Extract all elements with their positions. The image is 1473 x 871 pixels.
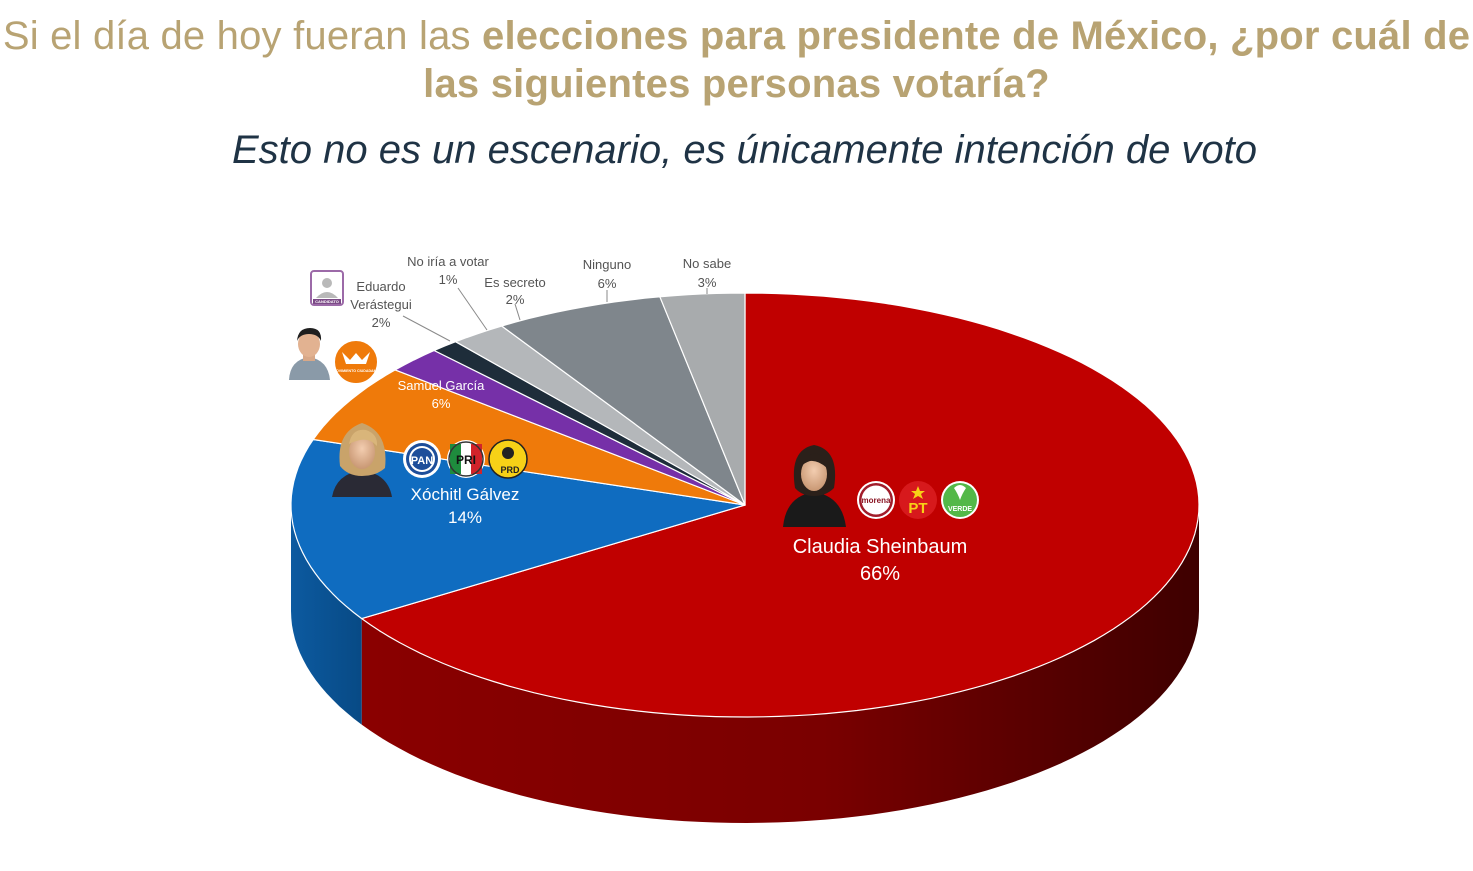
label-sheinbaum: Claudia Sheinbaum: [793, 536, 968, 558]
leader-no-votaria: [457, 287, 488, 331]
value-galvez: 14%: [448, 508, 482, 527]
pan-logo: PAN: [403, 440, 441, 478]
title-part2: elecciones para presidente de México, ¿p…: [482, 14, 1471, 58]
slice-galvez: [290, 438, 746, 620]
chart-subtitle: Esto no es un escenario, es únicamente i…: [231, 128, 1258, 172]
label-ninguno: Ninguno: [583, 257, 631, 272]
candidate-placeholder-icon: CANDIDATO: [310, 270, 344, 306]
verde-logo-text: VERDE: [948, 506, 972, 513]
value-garcia: 6%: [432, 396, 451, 411]
claudia-sheinbaum-photo: [783, 445, 846, 527]
mc-logo-text: MOVIMIENTO CIUDADANO: [333, 369, 379, 373]
value-no-sabe: 3%: [698, 275, 717, 290]
slice-garcia: [312, 369, 746, 506]
leader-verastegui: [402, 315, 451, 342]
label-verastegui-2: Verástegui: [350, 297, 412, 312]
slice-ninguno: [501, 296, 746, 506]
title-line2: las siguientes personas votaría?: [423, 62, 1050, 106]
slice-tops: [290, 292, 1200, 718]
label-galvez: Xóchitl Gálvez: [411, 485, 520, 504]
value-verastegui: 2%: [372, 315, 391, 330]
title-part1: Si el día de hoy fueran las: [2, 14, 483, 58]
label-verastegui-1: Eduardo: [356, 279, 405, 294]
pri-logo: PRI: [447, 440, 485, 478]
label-garcia: Samuel García: [398, 378, 485, 393]
label-no-votaria: No iría a votar: [407, 254, 489, 269]
morena-logo-text: morena: [862, 496, 891, 505]
pri-logo-text: PRI: [456, 453, 476, 467]
movimiento-ciudadano-logo: MOVIMIENTO CIUDADANO: [333, 339, 379, 385]
label-no-sabe: No sabe: [683, 256, 731, 271]
value-sheinbaum: 66%: [860, 563, 900, 585]
samuel-garcia-photo: [286, 325, 332, 380]
xochitl-galvez-photo: [332, 423, 392, 497]
value-ninguno: 6%: [598, 276, 617, 291]
candidato-logo-text: CANDIDATO: [315, 299, 339, 304]
value-no-votaria: 1%: [439, 272, 458, 287]
leader-secreto: [514, 303, 521, 321]
prd-logo-text: PRD: [500, 465, 520, 475]
slice-side-galvez: [291, 505, 362, 725]
label-secreto: Es secreto: [484, 275, 545, 290]
slice-sheinbaum: [361, 292, 1200, 718]
verde-logo: VERDE: [941, 481, 979, 519]
prd-logo: PRD: [488, 439, 528, 479]
slice-side-sheinbaum: [361, 505, 1199, 823]
value-secreto: 2%: [506, 292, 525, 307]
morena-logo: morena: [857, 481, 895, 519]
pt-logo-text: PT: [908, 500, 927, 517]
slice-no-sabe: [659, 292, 746, 506]
pan-logo-text: PAN: [411, 455, 433, 467]
chart-title: Si el día de hoy fueran las elecciones p…: [0, 12, 1473, 108]
pt-logo: PT: [899, 481, 937, 519]
